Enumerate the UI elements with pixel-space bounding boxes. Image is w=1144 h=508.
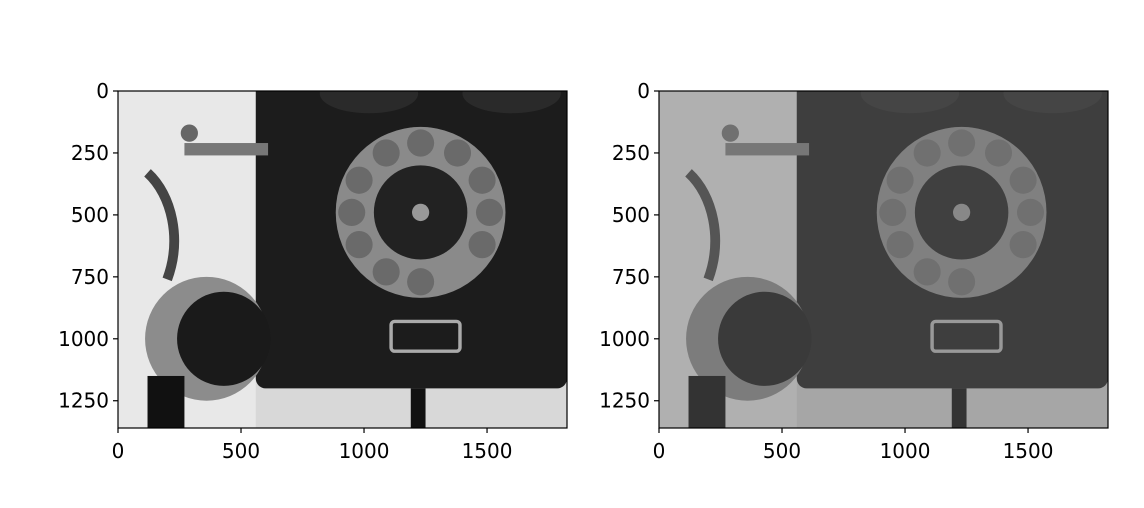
y-tick-label: 500 xyxy=(612,203,650,227)
y-tick-label: 1000 xyxy=(599,327,650,351)
image-left xyxy=(118,91,567,428)
image-right xyxy=(659,91,1108,428)
axes-frame xyxy=(117,90,568,429)
x-tick-label: 1500 xyxy=(1003,439,1054,463)
y-tick-label: 0 xyxy=(637,79,650,103)
y-tick-label: 250 xyxy=(71,141,109,165)
y-tick-label: 1250 xyxy=(58,389,109,413)
x-tick-label: 1500 xyxy=(462,439,513,463)
y-tick-label: 750 xyxy=(71,265,109,289)
y-tick-label: 0 xyxy=(96,79,109,103)
y-tick-label: 750 xyxy=(612,265,650,289)
y-tick-label: 1250 xyxy=(599,389,650,413)
x-tick-label: 0 xyxy=(653,439,666,463)
x-tick-label: 500 xyxy=(763,439,801,463)
x-tick-label: 0 xyxy=(112,439,125,463)
y-tick-label: 250 xyxy=(612,141,650,165)
y-tick-label: 500 xyxy=(71,203,109,227)
x-tick-label: 500 xyxy=(222,439,260,463)
y-tick-label: 1000 xyxy=(58,327,109,351)
x-tick-label: 1000 xyxy=(880,439,931,463)
axes-frame xyxy=(658,90,1109,429)
x-tick-label: 1000 xyxy=(339,439,390,463)
